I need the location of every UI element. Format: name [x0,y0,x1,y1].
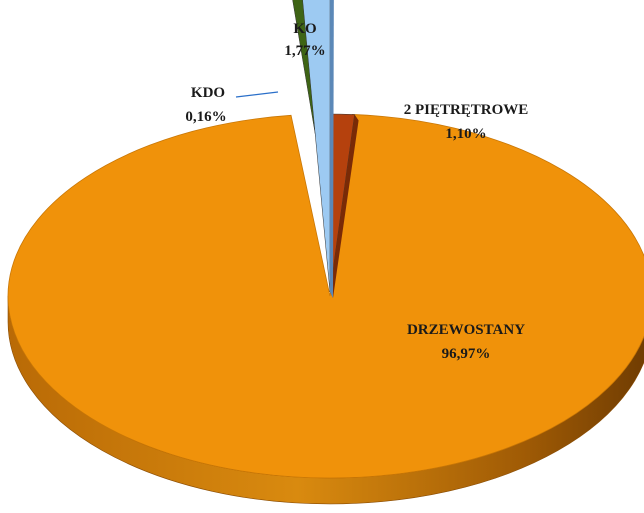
labels-layer: KO 1,77% KDO 0,16% 2 PIĘTRĘTROWE 1,10% D… [185,21,528,362]
slices-layer [7,0,644,505]
slice-label-drzewostany: DRZEWOSTANY [407,322,525,338]
slice-value-kdo: 0,16% [185,109,226,125]
slice-ko [302,0,331,293]
slice-label-ko: KO [293,21,316,37]
slice-drzewostany [7,114,644,479]
slice-edge-ko [330,0,334,298]
slice-value-2-pietretrowe: 1,10% [445,126,486,142]
slice-edge-2-pietretrowe [330,114,359,298]
slice-value-ko: 1,77% [284,43,325,59]
slice-value-drzewostany: 96,97% [442,346,491,362]
label-leader-line-kdo [235,91,279,98]
slice-label-kdo: KDO [191,85,225,101]
slice-label-2-pietretrowe: 2 PIĘTRĘTROWE [404,102,529,118]
